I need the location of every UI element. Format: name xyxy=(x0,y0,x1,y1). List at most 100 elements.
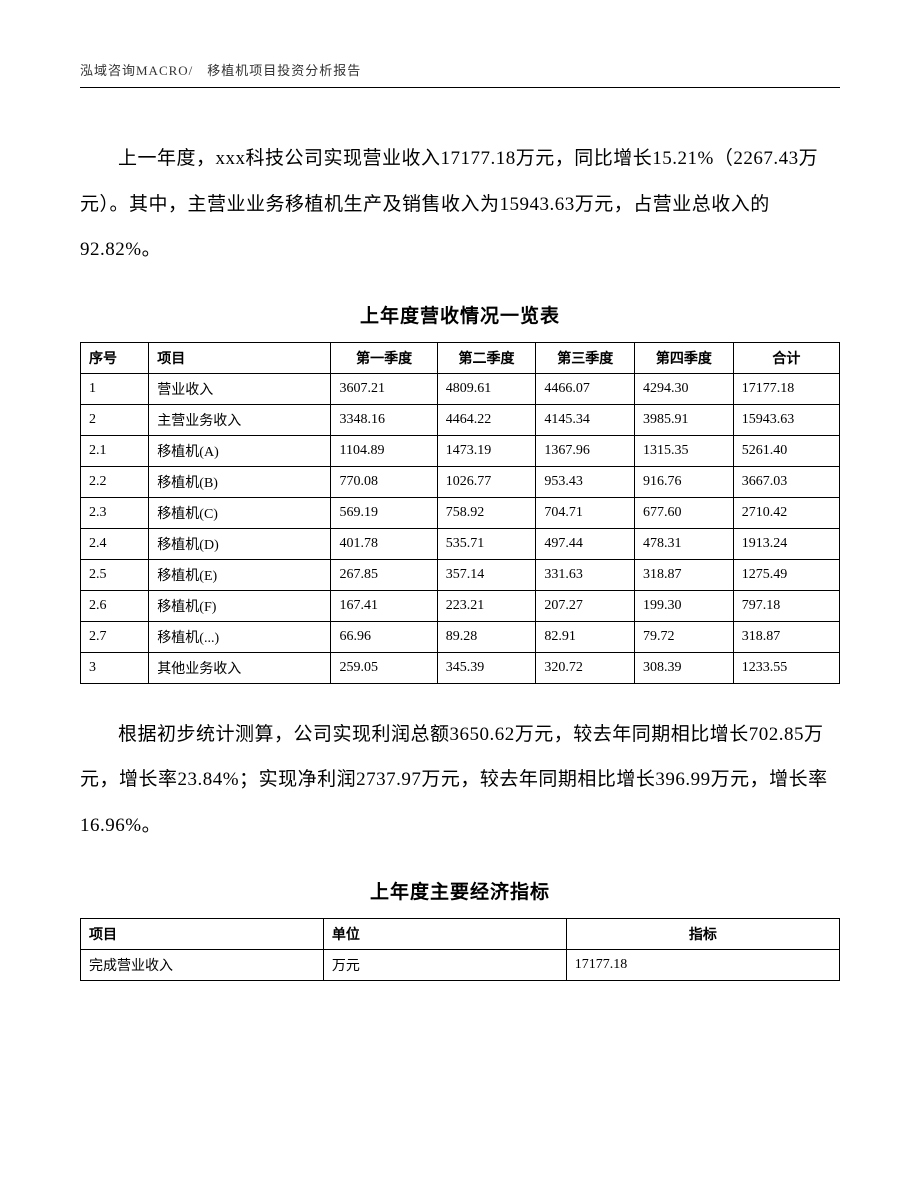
table-row: 2.3移植机(C)569.19758.92704.71677.602710.42 xyxy=(81,497,840,528)
table1-header-row: 序号 项目 第一季度 第二季度 第三季度 第四季度 合计 xyxy=(81,342,840,373)
table-cell: 主营业务收入 xyxy=(149,404,331,435)
table-cell: 2.1 xyxy=(81,435,149,466)
table-cell: 167.41 xyxy=(331,590,437,621)
table-cell: 82.91 xyxy=(536,621,635,652)
table-cell: 万元 xyxy=(323,949,566,980)
table-cell: 1367.96 xyxy=(536,435,635,466)
header-divider xyxy=(80,87,840,88)
table-cell: 357.14 xyxy=(437,559,536,590)
table-cell: 2.6 xyxy=(81,590,149,621)
table-cell: 916.76 xyxy=(635,466,734,497)
table-row: 1营业收入3607.214809.614466.074294.3017177.1… xyxy=(81,373,840,404)
table-cell: 2710.42 xyxy=(733,497,839,528)
th-q4: 第四季度 xyxy=(635,342,734,373)
table-cell: 其他业务收入 xyxy=(149,652,331,683)
table-cell: 3348.16 xyxy=(331,404,437,435)
table-cell: 1026.77 xyxy=(437,466,536,497)
table-cell: 318.87 xyxy=(635,559,734,590)
table-cell: 199.30 xyxy=(635,590,734,621)
th-q2: 第二季度 xyxy=(437,342,536,373)
table-cell: 移植机(F) xyxy=(149,590,331,621)
table-cell: 677.60 xyxy=(635,497,734,528)
table-cell: 2.5 xyxy=(81,559,149,590)
table-cell: 完成营业收入 xyxy=(81,949,324,980)
table-cell: 移植机(B) xyxy=(149,466,331,497)
th-seq: 序号 xyxy=(81,342,149,373)
th-item: 项目 xyxy=(149,342,331,373)
table-cell: 89.28 xyxy=(437,621,536,652)
table-cell: 17177.18 xyxy=(566,949,839,980)
table-row: 2.1移植机(A)1104.891473.191367.961315.35526… xyxy=(81,435,840,466)
table-row: 2主营业务收入3348.164464.224145.343985.9115943… xyxy=(81,404,840,435)
table1-title: 上年度营收情况一览表 xyxy=(80,301,840,328)
table-cell: 497.44 xyxy=(536,528,635,559)
table-cell: 4466.07 xyxy=(536,373,635,404)
table-cell: 2.2 xyxy=(81,466,149,497)
table-cell: 移植机(D) xyxy=(149,528,331,559)
table-cell: 308.39 xyxy=(635,652,734,683)
table2-header-row: 项目 单位 指标 xyxy=(81,918,840,949)
table-cell: 4145.34 xyxy=(536,404,635,435)
table-cell: 4464.22 xyxy=(437,404,536,435)
table-cell: 4294.30 xyxy=(635,373,734,404)
table-cell: 66.96 xyxy=(331,621,437,652)
table-cell: 758.92 xyxy=(437,497,536,528)
table-cell: 331.63 xyxy=(536,559,635,590)
table-cell: 770.08 xyxy=(331,466,437,497)
table-cell: 320.72 xyxy=(536,652,635,683)
table-cell: 953.43 xyxy=(536,466,635,497)
table-row: 2.2移植机(B)770.081026.77953.43916.763667.0… xyxy=(81,466,840,497)
table-cell: 569.19 xyxy=(331,497,437,528)
th2-project: 项目 xyxy=(81,918,324,949)
table-cell: 704.71 xyxy=(536,497,635,528)
table-cell: 4809.61 xyxy=(437,373,536,404)
table-row: 2.7移植机(...)66.9689.2882.9179.72318.87 xyxy=(81,621,840,652)
th2-indicator: 指标 xyxy=(566,918,839,949)
table-cell: 3 xyxy=(81,652,149,683)
th-q3: 第三季度 xyxy=(536,342,635,373)
table-cell: 207.27 xyxy=(536,590,635,621)
table-cell: 17177.18 xyxy=(733,373,839,404)
table-cell: 3667.03 xyxy=(733,466,839,497)
table-cell: 3607.21 xyxy=(331,373,437,404)
table-cell: 267.85 xyxy=(331,559,437,590)
table-cell: 401.78 xyxy=(331,528,437,559)
intro-paragraph-2: 根据初步统计测算，公司实现利润总额3650.62万元，较去年同期相比增长702.… xyxy=(80,712,840,849)
table-cell: 79.72 xyxy=(635,621,734,652)
table-cell: 797.18 xyxy=(733,590,839,621)
th-total: 合计 xyxy=(733,342,839,373)
table-cell: 3985.91 xyxy=(635,404,734,435)
table-cell: 移植机(C) xyxy=(149,497,331,528)
table-cell: 1473.19 xyxy=(437,435,536,466)
table-cell: 2.3 xyxy=(81,497,149,528)
table-cell: 2.7 xyxy=(81,621,149,652)
table-cell: 移植机(E) xyxy=(149,559,331,590)
th-q1: 第一季度 xyxy=(331,342,437,373)
table-cell: 2.4 xyxy=(81,528,149,559)
table-cell: 1 xyxy=(81,373,149,404)
table-cell: 259.05 xyxy=(331,652,437,683)
table-row: 2.6移植机(F)167.41223.21207.27199.30797.18 xyxy=(81,590,840,621)
indicator-table: 项目 单位 指标 完成营业收入万元17177.18 xyxy=(80,918,840,981)
table2-title: 上年度主要经济指标 xyxy=(80,877,840,904)
table-cell: 1104.89 xyxy=(331,435,437,466)
table-row: 2.4移植机(D)401.78535.71497.44478.311913.24 xyxy=(81,528,840,559)
table-row: 完成营业收入万元17177.18 xyxy=(81,949,840,980)
table-cell: 1233.55 xyxy=(733,652,839,683)
table-cell: 移植机(...) xyxy=(149,621,331,652)
table-cell: 2 xyxy=(81,404,149,435)
table-row: 3其他业务收入259.05345.39320.72308.391233.55 xyxy=(81,652,840,683)
table-cell: 15943.63 xyxy=(733,404,839,435)
table-cell: 1315.35 xyxy=(635,435,734,466)
table-cell: 478.31 xyxy=(635,528,734,559)
table-cell: 318.87 xyxy=(733,621,839,652)
intro-paragraph-1: 上一年度，xxx科技公司实现营业收入17177.18万元，同比增长15.21%（… xyxy=(80,136,840,273)
table-row: 2.5移植机(E)267.85357.14331.63318.871275.49 xyxy=(81,559,840,590)
table-cell: 1913.24 xyxy=(733,528,839,559)
page-header: 泓域咨询MACRO/ 移植机项目投资分析报告 xyxy=(80,60,840,79)
table-cell: 223.21 xyxy=(437,590,536,621)
table-cell: 1275.49 xyxy=(733,559,839,590)
table-cell: 移植机(A) xyxy=(149,435,331,466)
table-cell: 营业收入 xyxy=(149,373,331,404)
revenue-table: 序号 项目 第一季度 第二季度 第三季度 第四季度 合计 1营业收入3607.2… xyxy=(80,342,840,684)
